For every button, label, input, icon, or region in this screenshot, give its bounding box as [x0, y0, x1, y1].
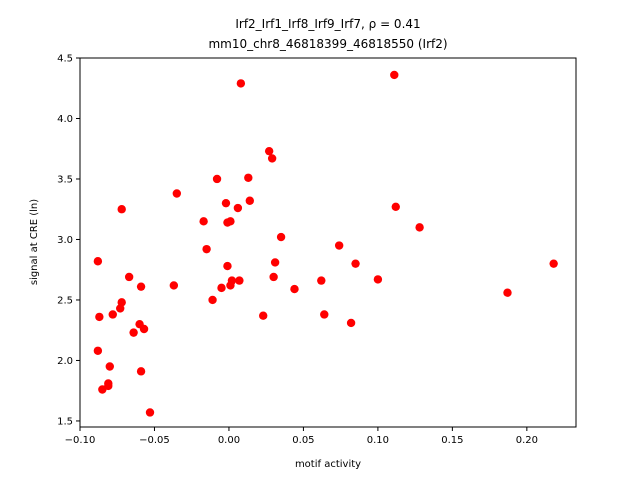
- data-point: [202, 244, 211, 254]
- data-point: [212, 174, 222, 184]
- data-point: [169, 281, 179, 290]
- x-tick-label: −0.05: [139, 435, 170, 446]
- x-tick-label: 0.05: [292, 435, 314, 446]
- data-point: [549, 259, 558, 268]
- y-tick-label: 2.5: [57, 295, 73, 306]
- data-point: [503, 288, 512, 297]
- data-point: [223, 261, 232, 271]
- data-point: [264, 146, 274, 156]
- data-point: [226, 217, 235, 226]
- data-point: [334, 241, 344, 250]
- data-point: [117, 298, 126, 307]
- chart-title-line1: Irf2_Irf1_Irf8_Irf9_Irf7, ρ = 0.41: [235, 17, 420, 31]
- y-axis: 1.5 2.0 2.5 3.0 3.5 4.0 4.5: [57, 54, 80, 427]
- data-point: [269, 272, 278, 282]
- y-axis-label: signal at CRE (ln): [29, 199, 40, 285]
- data-point: [351, 259, 360, 268]
- data-point: [270, 258, 280, 267]
- data-point: [245, 196, 255, 205]
- data-point: [320, 310, 329, 319]
- data-point: [95, 312, 104, 322]
- y-tick-label: 4.0: [57, 114, 73, 125]
- axes-frame: [79, 57, 577, 428]
- x-tick-label: 0.00: [218, 435, 240, 446]
- data-point: [290, 284, 299, 294]
- data-point: [105, 362, 114, 371]
- data-point: [236, 79, 246, 88]
- data-point: [208, 295, 217, 305]
- data-point: [108, 310, 117, 319]
- data-point: [317, 276, 326, 285]
- data-point: [136, 367, 146, 376]
- y-tick-label: 2.0: [57, 356, 73, 367]
- y-tick-label: 3.5: [57, 174, 73, 185]
- data-point: [390, 70, 399, 80]
- data-point: [172, 189, 182, 198]
- data-point: [199, 217, 208, 226]
- chart-title-line2: mm10_chr8_46818399_46818550 (Irf2): [208, 37, 447, 51]
- data-point: [233, 203, 243, 213]
- data-point: [104, 381, 113, 391]
- x-tick-label: 0.10: [367, 435, 389, 446]
- data-point: [235, 276, 244, 285]
- data-points: [93, 70, 558, 417]
- data-point: [221, 198, 231, 208]
- data-point: [117, 205, 126, 214]
- data-point: [145, 408, 155, 417]
- y-tick-label: 4.5: [57, 54, 73, 65]
- data-point: [227, 276, 237, 285]
- plot-area: −0.10 −0.05 0.00 0.05 0.10 0.15 0.20 1.5 2.0 2.5…: [57, 54, 577, 446]
- y-tick-label: 1.5: [57, 416, 73, 427]
- data-point: [217, 283, 226, 293]
- data-point: [415, 223, 424, 232]
- data-point: [244, 173, 253, 182]
- x-axis: −0.10 −0.05 0.00 0.05 0.10 0.15 0.20: [65, 427, 538, 446]
- data-point: [139, 324, 149, 334]
- data-point: [259, 311, 268, 320]
- data-point: [124, 272, 134, 282]
- data-point: [93, 346, 103, 355]
- data-point: [136, 282, 146, 291]
- x-axis-label: motif activity: [295, 459, 361, 470]
- data-point: [391, 202, 400, 212]
- data-point: [373, 275, 383, 284]
- data-point: [267, 154, 277, 163]
- data-point: [93, 257, 103, 266]
- data-point: [276, 232, 286, 242]
- x-tick-label: 0.20: [516, 435, 538, 446]
- y-tick-label: 3.0: [57, 235, 73, 246]
- x-tick-label: −0.10: [65, 435, 96, 446]
- x-tick-label: 0.15: [441, 435, 463, 446]
- data-point: [129, 328, 138, 337]
- data-point: [346, 318, 356, 328]
